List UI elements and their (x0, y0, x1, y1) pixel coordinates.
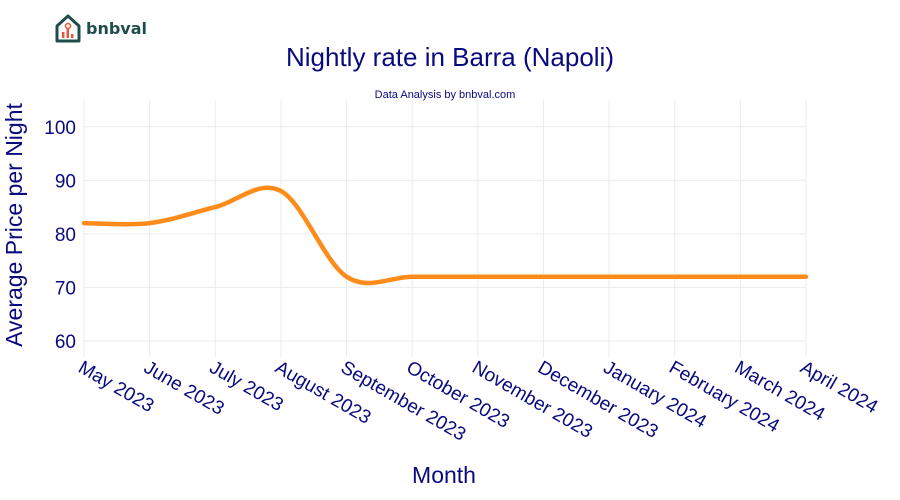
brand-name: bnbval (86, 18, 148, 38)
brand-logo: bnbval (54, 13, 147, 43)
chart-title: Nightly rate in Barra (Napoli) (285, 42, 614, 72)
y-tick-label: 100 (44, 118, 76, 139)
house-chart-icon (55, 14, 81, 43)
series-lines (81, 185, 809, 286)
y-tick-labels: 60 70 80 90 100 (44, 118, 76, 353)
x-axis-title: Month (412, 462, 476, 488)
chart-subtitle: Data Analysis by bnbval.com (374, 89, 516, 101)
y-tick-label: 60 (55, 332, 76, 353)
y-tick-label: 90 (55, 171, 76, 192)
series-line (81, 185, 809, 286)
y-tick-label: 70 (55, 278, 76, 299)
grid-lines (83, 100, 807, 357)
y-axis-title: Average Price per Night (1, 103, 27, 347)
x-tick-label: February 2024 (665, 357, 783, 437)
y-tick-label: 80 (55, 225, 76, 246)
